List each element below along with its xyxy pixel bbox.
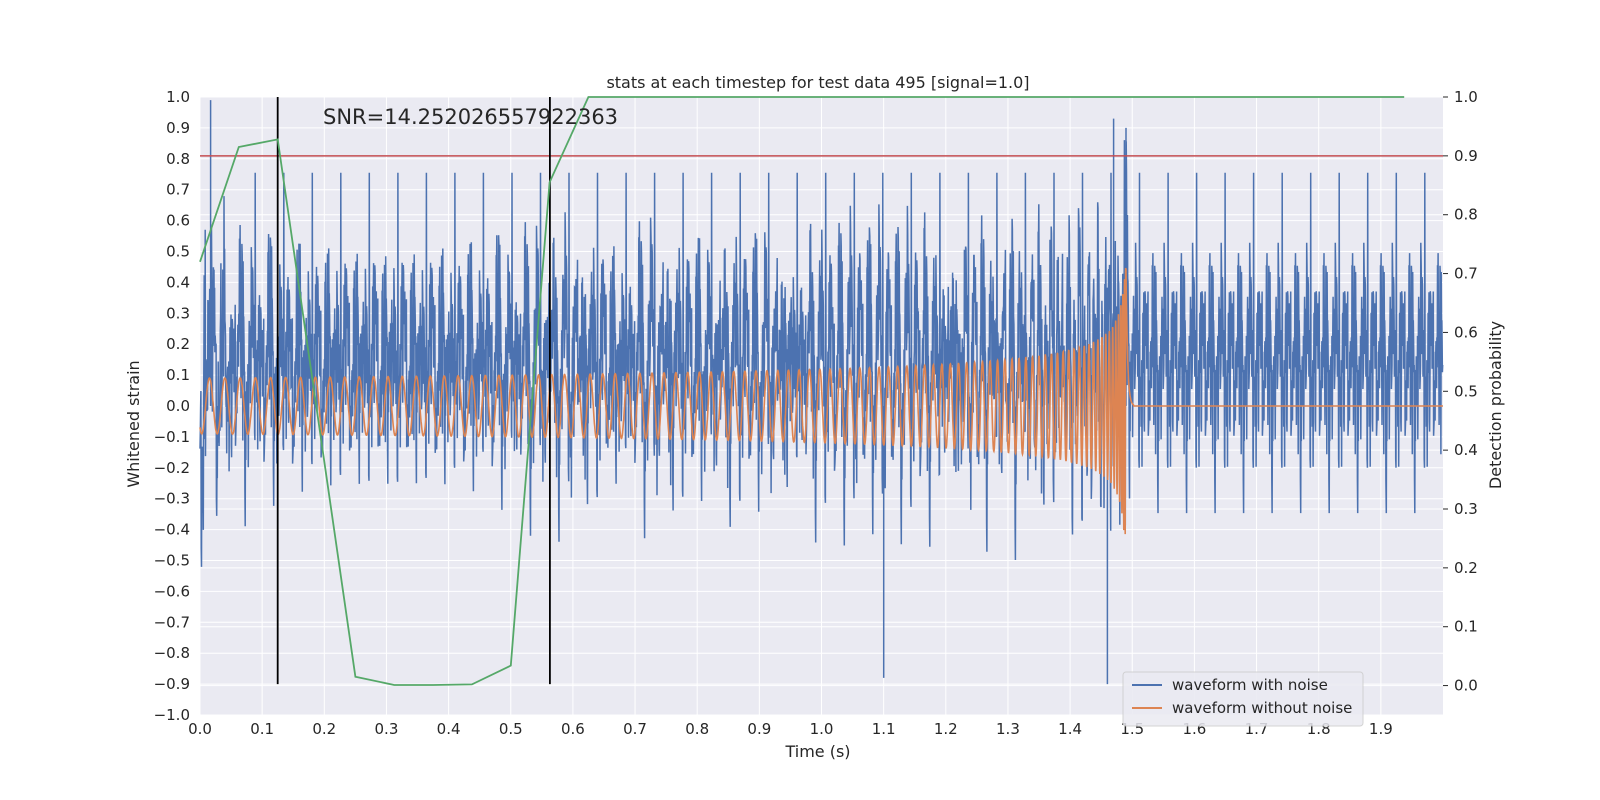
y-tick-label-left: −0.8 [154,644,190,662]
y-tick-label-left: −0.6 [154,582,190,600]
y-tick-label-right: 0.2 [1454,559,1478,577]
x-tick-label: 0.1 [250,720,274,738]
y-tick-label-left: −0.3 [154,490,190,508]
legend-label-noisy: waveform with noise [1172,676,1328,694]
y-axis-label-right: Detection probability [1486,321,1505,489]
y-tick-label-right: 0.4 [1454,441,1478,459]
x-tick-label: 0.9 [747,720,771,738]
y-tick-label-left: 0.8 [166,150,190,168]
x-tick-label: 0.7 [623,720,647,738]
x-tick-label: 1.0 [810,720,834,738]
tick-labels: 0.0 0.1 0.2 0.3 0.4 0.5 0.6 0.7 0.8 0.9 1.0 1.1 1.2 1… [154,88,1478,738]
y-tick-label-left: 0.5 [166,243,190,261]
y-tick-label-left: 0.2 [166,335,190,353]
y-tick-label-right: 0.6 [1454,323,1478,341]
y-tick-label-left: −0.4 [154,521,190,539]
y-tick-label-right: 0.7 [1454,265,1478,283]
y-tick-label-right: 0.9 [1454,147,1478,165]
detection-probability-line [199,96,1405,686]
x-axis-label: Time (s) [784,742,850,761]
y-tick-label-right: 0.1 [1454,618,1478,636]
legend-label-clean: waveform without noise [1172,699,1352,717]
chart-title: stats at each timestep for test data 495… [606,73,1029,92]
x-tick-label: 0.0 [188,720,212,738]
y-tick-label-left: 0.4 [166,273,190,291]
y-tick-label-left: −0.9 [154,675,190,693]
legend-box [1122,671,1364,727]
snr-annotation: SNR=14.252026557922363 [323,105,618,129]
y-tick-label-right: 0.8 [1454,206,1478,224]
x-tick-label: 0.2 [312,720,336,738]
y-tick-label-right: 1.0 [1454,88,1478,106]
y-tick-label-left: −0.7 [154,613,190,631]
y-tick-label-left: −1.0 [154,706,190,724]
waveform-with-noise-line [199,100,1444,685]
series-waveform-without-noise [199,267,1443,535]
legend: waveform with noise waveform without noi… [1122,671,1364,727]
y-tick-label-left: 0.7 [166,181,190,199]
x-tick-label: 1.4 [1058,720,1082,738]
waveform-without-noise-line [199,267,1443,535]
y-tick-label-left: 0.1 [166,366,190,384]
y-tick-label-left: 0.0 [166,397,190,415]
x-tick-label: 0.4 [437,720,461,738]
overlay-lines [199,96,1443,686]
y-tick-label-left: 0.6 [166,212,190,230]
y-tick-label-left: −0.1 [154,428,190,446]
y-axis-label-left: Whitened strain [124,360,143,487]
x-tick-label: 0.8 [685,720,709,738]
x-tick-label: 1.3 [996,720,1020,738]
x-tick-label: 0.6 [561,720,585,738]
y-tick-label-right: 0.0 [1454,677,1478,695]
x-tick-label: 0.5 [499,720,523,738]
y-tick-label-right: 0.3 [1454,500,1478,518]
x-tick-label: 1.9 [1369,720,1393,738]
y-tick-label-left: 0.9 [166,119,190,137]
x-tick-label: 0.3 [375,720,399,738]
y-tick-label-left: 1.0 [166,88,190,106]
y-tick-label-left: −0.5 [154,552,190,570]
y-tick-label-left: −0.2 [154,459,190,477]
x-tick-label: 1.2 [934,720,958,738]
series-waveform-with-noise [199,100,1444,685]
x-tick-label: 1.1 [872,720,896,738]
y-tick-label-left: 0.3 [166,304,190,322]
y-tick-label-right: 0.5 [1454,382,1478,400]
